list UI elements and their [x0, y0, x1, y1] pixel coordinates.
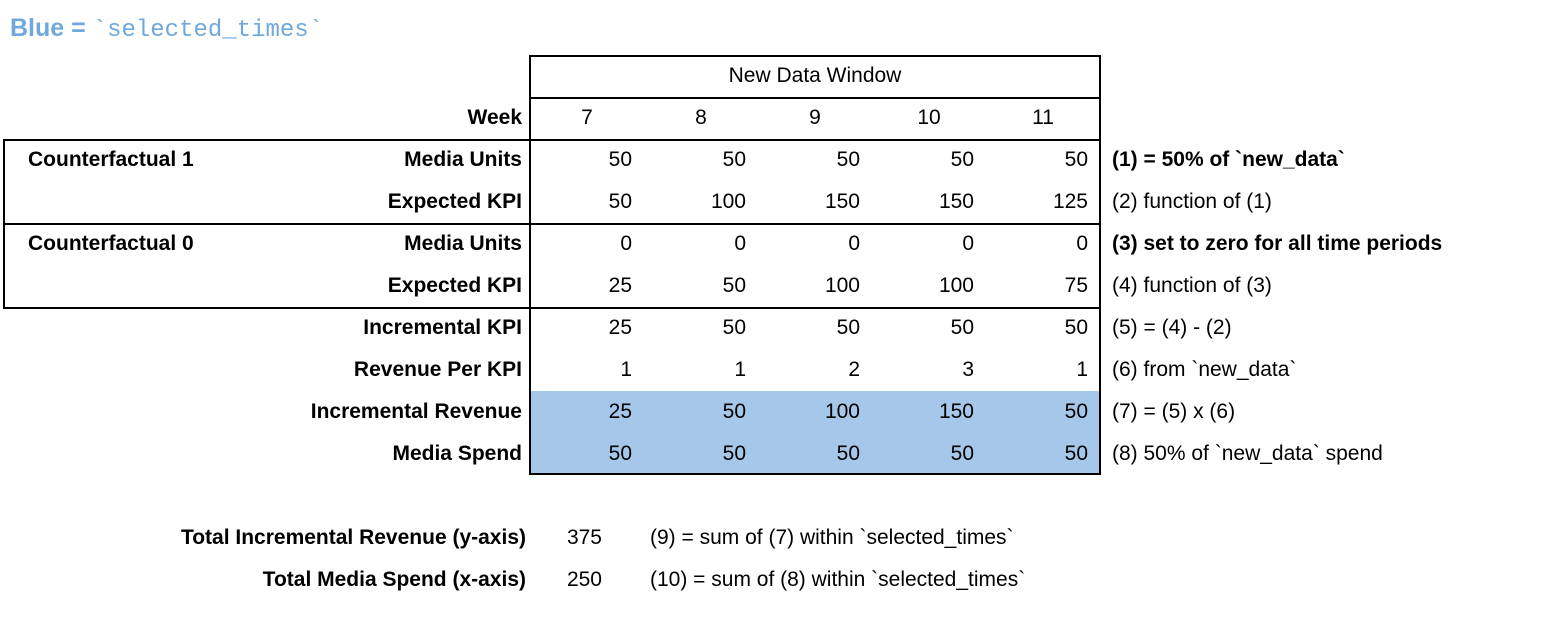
selected-times-highlight	[531, 391, 1099, 473]
week-row-label: Week	[467, 106, 522, 129]
table-cell-highlighted: 100	[824, 400, 860, 423]
table-cell: 1	[1076, 358, 1088, 381]
annotation-6: (6) from `new_data`	[1112, 358, 1297, 381]
group-label-counterfactual-1: Counterfactual 1	[28, 148, 194, 171]
table-cell: 100	[710, 190, 746, 213]
row-label-media-units-cf1: Media Units	[404, 148, 522, 171]
row-label-expected-kpi-cf0: Expected KPI	[387, 274, 522, 297]
table-cell: 50	[950, 316, 974, 339]
table-cell: 25	[608, 274, 632, 297]
table-cell-highlighted: 150	[938, 400, 974, 423]
table-cell-highlighted: 50	[722, 400, 746, 423]
annotation-3: (3) set to zero for all time periods	[1112, 232, 1443, 255]
annotation-2: (2) function of (1)	[1112, 190, 1272, 213]
row-label-media-spend: Media Spend	[392, 442, 522, 465]
table-cell: 0	[848, 232, 860, 255]
annotation-7: (7) = (5) x (6)	[1112, 400, 1236, 423]
table-cell: 2	[848, 358, 860, 381]
row-label-expected-kpi-cf1: Expected KPI	[387, 190, 522, 213]
table-cell: 1	[734, 358, 746, 381]
total-media-spend-value: 250	[566, 568, 602, 591]
total-incremental-revenue-value: 375	[566, 526, 602, 549]
table-cell: 150	[824, 190, 860, 213]
table-cell: 100	[824, 274, 860, 297]
legend-code-selected-times: `selected_times`	[92, 17, 324, 44]
row-label-media-units-cf0: Media Units	[404, 232, 522, 255]
annotation-1: (1) = 50% of `new_data`	[1112, 148, 1345, 171]
border-cf1-bottom	[3, 223, 1101, 225]
table-cell-highlighted: 50	[608, 442, 632, 465]
table-cell: 50	[608, 190, 632, 213]
table-cell: 50	[1064, 316, 1088, 339]
table-cell: 0	[620, 232, 632, 255]
week-col-10: 10	[917, 106, 941, 129]
table-cell: 150	[938, 190, 974, 213]
border-cf0-bottom	[3, 307, 1101, 309]
annotation-10: (10) = sum of (8) within `selected_times…	[650, 568, 1026, 591]
annotation-4: (4) function of (3)	[1112, 274, 1272, 297]
row-label-incremental-revenue: Incremental Revenue	[310, 400, 522, 423]
border-table-bottom	[529, 473, 1101, 475]
border-data-left	[529, 55, 531, 475]
table-cell: 50	[1064, 148, 1088, 171]
table-cell: 1	[620, 358, 632, 381]
table-cell: 50	[722, 316, 746, 339]
table-cell-highlighted: 50	[1064, 442, 1088, 465]
table-cell: 50	[722, 148, 746, 171]
total-incremental-revenue-label: Total Incremental Revenue (y-axis)	[180, 526, 526, 549]
highlight-legend: Blue = `selected_times`	[10, 14, 323, 44]
border-groups-left	[3, 139, 5, 309]
week-col-11: 11	[1032, 106, 1054, 129]
total-media-spend-label: Total Media Spend (x-axis)	[262, 568, 526, 591]
border-data-right	[1099, 55, 1101, 475]
table-cell: 50	[722, 274, 746, 297]
table-cell: 75	[1064, 274, 1088, 297]
annotation-8: (8) 50% of `new_data` spend	[1112, 442, 1383, 465]
table-cell: 50	[836, 316, 860, 339]
table-cell: 50	[836, 148, 860, 171]
table-cell: 125	[1052, 190, 1088, 213]
legend-prefix: Blue =	[10, 14, 93, 42]
annotation-5: (5) = (4) - (2)	[1112, 316, 1232, 339]
week-col-9: 9	[809, 106, 821, 129]
table-cell: 50	[950, 148, 974, 171]
row-label-revenue-per-kpi: Revenue Per KPI	[353, 358, 522, 381]
group-label-counterfactual-0: Counterfactual 0	[28, 232, 194, 255]
border-header-bottom	[529, 97, 1101, 99]
table-cell: 0	[962, 232, 974, 255]
table-cell-highlighted: 50	[1064, 400, 1088, 423]
table-cell-highlighted: 25	[608, 400, 632, 423]
week-col-7: 7	[581, 106, 593, 129]
table-cell: 0	[1076, 232, 1088, 255]
table-cell: 0	[734, 232, 746, 255]
table-cell-highlighted: 50	[836, 442, 860, 465]
annotation-9: (9) = sum of (7) within `selected_times`	[650, 526, 1014, 549]
table-cell: 50	[608, 148, 632, 171]
week-col-8: 8	[695, 106, 707, 129]
table-cell: 100	[938, 274, 974, 297]
border-header-top	[529, 55, 1101, 57]
table-cell-highlighted: 50	[950, 442, 974, 465]
border-week-bottom	[3, 139, 1101, 141]
table-title-new-data-window: New Data Window	[728, 64, 902, 87]
table-cell: 3	[962, 358, 974, 381]
table-cell-highlighted: 50	[722, 442, 746, 465]
row-label-incremental-kpi: Incremental KPI	[363, 316, 522, 339]
table-cell: 25	[608, 316, 632, 339]
